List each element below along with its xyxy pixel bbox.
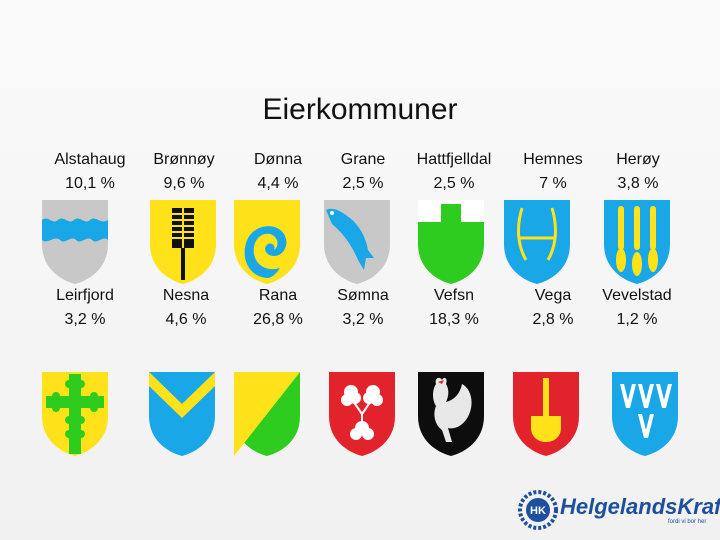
municipality-name: Rana: [258, 287, 298, 304]
ownership-share: 2,5 %: [433, 175, 475, 192]
leirfjord-shield-icon: [40, 370, 110, 456]
municipality-name: Herøy: [616, 151, 660, 168]
ownership-share: 2,5 %: [342, 175, 384, 192]
ownership-share: 18,3 %: [429, 311, 479, 328]
rana-shield-icon: [232, 370, 302, 456]
ownership-share: 2,8 %: [532, 311, 574, 328]
label-rana: Rana 26,8 %: [228, 284, 328, 332]
municipality-name: Nesna: [162, 287, 210, 304]
ownership-share: 4,4 %: [257, 175, 299, 192]
label-donna: Dønna 4,4 %: [228, 148, 328, 196]
hattfjelldal-shield-icon: [416, 198, 486, 284]
donna-shield-icon: [232, 198, 302, 284]
municipality-name: Sømna: [337, 287, 389, 304]
municipality-name: Brønnøy: [153, 151, 215, 168]
label-hemnes: Hemnes 7 %: [503, 148, 603, 196]
nesna-shield-icon: [147, 370, 217, 456]
municipality-name: Vefsn: [433, 287, 475, 304]
ownership-share: 3,2 %: [64, 311, 106, 328]
municipality-name: Grane: [340, 151, 386, 168]
alstahaug-shield-icon: [40, 198, 110, 284]
label-hattfjelldal: Hattfjelldal 2,5 %: [404, 148, 504, 196]
municipality-name: Dønna: [253, 151, 303, 168]
municipality-name: Hattfjelldal: [416, 151, 492, 168]
heroy-shield-icon: [602, 198, 672, 284]
municipality-name: Leirfjord: [56, 287, 114, 304]
ownership-share: 10,1 %: [65, 175, 115, 192]
municipality-name: Hemnes: [523, 151, 583, 168]
label-vefsn: Vefsn 18,3 %: [404, 284, 504, 332]
label-grane: Grane 2,5 %: [313, 148, 413, 196]
grane-shield-icon: [322, 198, 392, 284]
vega-shield-icon: [511, 370, 581, 456]
label-vega: Vega 2,8 %: [503, 284, 603, 332]
ownership-share: 26,8 %: [253, 311, 303, 328]
label-leirfjord: Leirfjord 3,2 %: [35, 284, 135, 332]
municipality-name: Alstahaug: [54, 151, 126, 168]
ownership-share: 4,6 %: [165, 311, 207, 328]
ownership-share: 3,2 %: [342, 311, 384, 328]
ownership-share: 7 %: [539, 175, 567, 192]
ownership-share: 1,2 %: [616, 311, 658, 328]
logo-badge: HK: [530, 505, 546, 517]
municipality-name: Vevelstad: [602, 287, 672, 304]
bronnoy-shield-icon: [148, 198, 218, 284]
label-somna: Sømna 3,2 %: [313, 284, 413, 332]
vevelstad-shield-icon: [610, 370, 680, 456]
ownership-share: 9,6 %: [163, 175, 205, 192]
label-bronnoy: Brønnøy 9,6 %: [134, 148, 234, 196]
logo-wordmark: HelgelandsKraft: [560, 494, 720, 519]
helgelandskraft-logo-icon: HK HelgelandsKraft fordi vi bor her: [518, 490, 720, 530]
hemnes-shield-icon: [502, 198, 572, 284]
somna-shield-icon: [327, 370, 397, 456]
ownership-share: 3,8 %: [617, 175, 659, 192]
logo-tagline: fordi vi bor her: [668, 519, 707, 525]
municipality-name: Vega: [534, 287, 572, 304]
vefsn-shield-icon: [416, 370, 486, 456]
label-vevelstad: Vevelstad 1,2 %: [587, 284, 687, 332]
label-heroy: Herøy 3,8 %: [588, 148, 688, 196]
label-nesna: Nesna 4,6 %: [136, 284, 236, 332]
slide-title: Eierkommuner: [262, 93, 458, 126]
label-alstahaug: Alstahaug 10,1 %: [40, 148, 140, 196]
